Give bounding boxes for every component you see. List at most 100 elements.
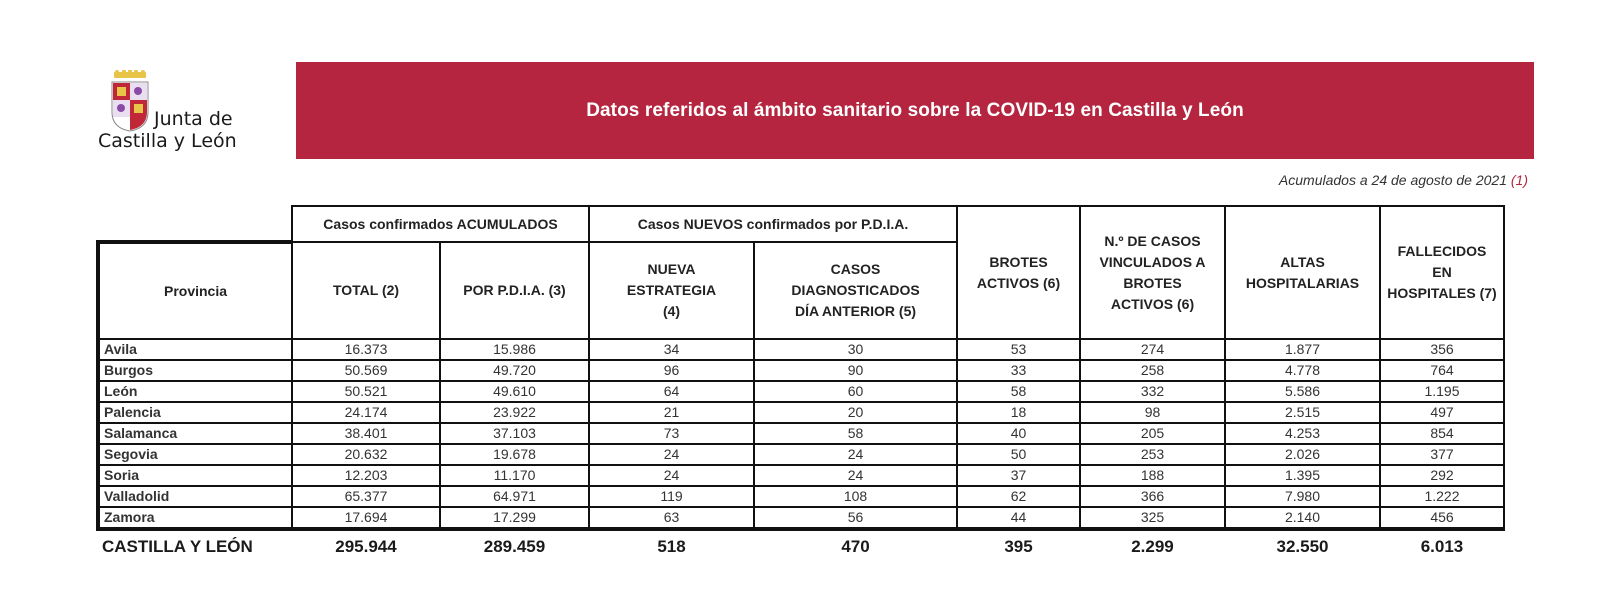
cell-nueva-estrategia: 24 — [588, 443, 755, 466]
table-row: Avila 16.373 15.986 34 30 53 274 1.877 3… — [96, 338, 1505, 361]
province-name: Burgos — [96, 359, 293, 382]
cell-altas: 5.586 — [1224, 380, 1381, 403]
table-row: Palencia 24.174 23.922 21 20 18 98 2.515… — [96, 401, 1505, 424]
cell-nueva-estrategia: 64 — [588, 380, 755, 403]
junta-logo: Junta de Castilla y León — [96, 68, 256, 158]
coat-of-arms-icon — [111, 70, 149, 132]
cell-total: 12.203 — [291, 464, 441, 487]
cell-total: 20.632 — [291, 443, 441, 466]
page-title: Datos referidos al ámbito sanitario sobr… — [586, 99, 1244, 121]
col-header-total: TOTAL (2) — [291, 241, 441, 340]
cell-total: 50.569 — [291, 359, 441, 382]
table-row: Zamora 17.694 17.299 63 56 44 325 2.140 … — [96, 506, 1505, 531]
table-row: León 50.521 49.610 64 60 58 332 5.586 1.… — [96, 380, 1505, 403]
date-note: Acumulados a 24 de agosto de 2021 (1) — [1279, 172, 1528, 188]
cell-diagnosticados: 90 — [753, 359, 958, 382]
logo-text-line2: Castilla y León — [98, 130, 237, 152]
cell-brotes: 50 — [956, 443, 1081, 466]
cell-brotes: 53 — [956, 338, 1081, 361]
total-row: CASTILLA Y LEÓN 295.944 289.459 518 470 … — [98, 529, 1504, 563]
cell-por-pdia: 11.170 — [439, 464, 590, 487]
cell-diagnosticados: 58 — [753, 422, 958, 445]
table-row: Salamanca 38.401 37.103 73 58 40 205 4.2… — [96, 422, 1505, 445]
cell-por-pdia: 64.971 — [439, 485, 590, 508]
cell-vinculados: 258 — [1079, 359, 1226, 382]
total-cell-brotes: 395 — [1004, 537, 1033, 556]
cell-vinculados: 274 — [1079, 338, 1226, 361]
cell-vinculados: 366 — [1079, 485, 1226, 508]
cell-fallecidos: 456 — [1379, 506, 1505, 531]
province-name: Valladolid — [96, 485, 293, 508]
cell-diagnosticados: 24 — [753, 464, 958, 487]
total-cell-fallecidos: 6.013 — [1420, 537, 1464, 556]
date-note-text: Acumulados a 24 de agosto de 2021 — [1278, 172, 1511, 188]
col-header-casos-diagnosticados: CASOS DIAGNOSTICADOS DÍA ANTERIOR (5) — [753, 241, 958, 340]
logo-text-line1: Junta de — [154, 108, 233, 130]
cell-brotes: 44 — [956, 506, 1081, 531]
cell-nueva-estrategia: 34 — [588, 338, 755, 361]
cell-diagnosticados: 108 — [753, 485, 958, 508]
cell-altas: 4.253 — [1224, 422, 1381, 445]
total-cell-altas: 32.550 — [1276, 537, 1329, 556]
province-name: Segovia — [96, 443, 293, 466]
cell-diagnosticados: 60 — [753, 380, 958, 403]
cell-diagnosticados: 56 — [753, 506, 958, 531]
cell-fallecidos: 1.222 — [1379, 485, 1505, 508]
col-header-fallecidos: FALLECIDOS EN HOSPITALES (7) — [1379, 205, 1505, 340]
col-header-por-pdia: POR P.D.I.A. (3) — [439, 241, 590, 340]
cell-fallecidos: 1.195 — [1379, 380, 1505, 403]
cell-brotes: 62 — [956, 485, 1081, 508]
cell-vinculados: 325 — [1079, 506, 1226, 531]
cell-total: 65.377 — [291, 485, 441, 508]
province-name: Salamanca — [96, 422, 293, 445]
cell-brotes: 18 — [956, 401, 1081, 424]
total-cell-nueva-estrategia: 518 — [657, 537, 686, 556]
cell-por-pdia: 23.922 — [439, 401, 590, 424]
total-cell-por-pdia: 289.459 — [483, 537, 546, 556]
col-header-brotes: BROTES ACTIVOS (6) — [956, 205, 1081, 340]
cell-brotes: 33 — [956, 359, 1081, 382]
province-name: León — [96, 380, 293, 403]
cell-fallecidos: 497 — [1379, 401, 1505, 424]
total-cell-total: 295.944 — [335, 537, 397, 556]
table-row: Soria 12.203 11.170 24 24 37 188 1.395 2… — [96, 464, 1505, 487]
total-label: CASTILLA Y LEÓN — [102, 537, 253, 556]
province-name: Zamora — [96, 506, 293, 531]
cell-vinculados: 253 — [1079, 443, 1226, 466]
cell-vinculados: 188 — [1079, 464, 1226, 487]
col-header-provincia: Provincia — [96, 240, 293, 340]
cell-vinculados: 205 — [1079, 422, 1226, 445]
cell-fallecidos: 377 — [1379, 443, 1505, 466]
col-header-altas: ALTAS HOSPITALARIAS — [1224, 205, 1381, 340]
total-cell-vinculados: 2.299 — [1131, 537, 1174, 556]
cell-por-pdia: 19.678 — [439, 443, 590, 466]
group-header-acumulados: Casos confirmados ACUMULADOS — [291, 205, 590, 243]
cell-diagnosticados: 20 — [753, 401, 958, 424]
date-note-footnote: (1) — [1510, 172, 1528, 188]
cell-fallecidos: 292 — [1379, 464, 1505, 487]
cell-total: 17.694 — [291, 506, 441, 531]
cell-diagnosticados: 30 — [753, 338, 958, 361]
cell-altas: 1.395 — [1224, 464, 1381, 487]
province-name: Soria — [96, 464, 293, 487]
cell-fallecidos: 764 — [1379, 359, 1505, 382]
covid-data-table: Casos confirmados ACUMULADOS Casos NUEVO… — [96, 205, 1505, 563]
cell-nueva-estrategia: 73 — [588, 422, 755, 445]
province-name: Avila — [96, 338, 293, 361]
cell-fallecidos: 356 — [1379, 338, 1505, 361]
cell-diagnosticados: 24 — [753, 443, 958, 466]
cell-nueva-estrategia: 21 — [588, 401, 755, 424]
cell-fallecidos: 854 — [1379, 422, 1505, 445]
cell-altas: 7.980 — [1224, 485, 1381, 508]
cell-nueva-estrategia: 119 — [588, 485, 755, 508]
cell-altas: 4.778 — [1224, 359, 1381, 382]
cell-por-pdia: 15.986 — [439, 338, 590, 361]
cell-total: 38.401 — [291, 422, 441, 445]
cell-por-pdia: 49.610 — [439, 380, 590, 403]
cell-nueva-estrategia: 96 — [588, 359, 755, 382]
cell-por-pdia: 49.720 — [439, 359, 590, 382]
cell-total: 50.521 — [291, 380, 441, 403]
cell-altas: 2.140 — [1224, 506, 1381, 531]
cell-altas: 1.877 — [1224, 338, 1381, 361]
cell-nueva-estrategia: 63 — [588, 506, 755, 531]
